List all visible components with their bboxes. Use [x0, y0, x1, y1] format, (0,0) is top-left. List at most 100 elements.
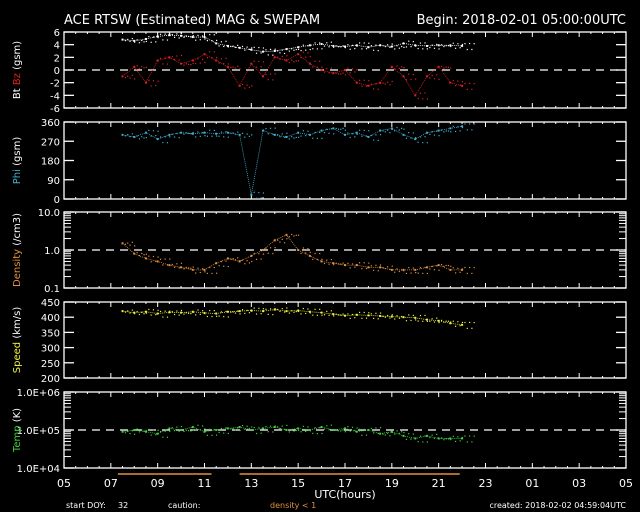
data-point: [417, 441, 419, 443]
data-point: [197, 34, 199, 36]
data-point: [164, 33, 166, 35]
data-point: [173, 136, 176, 138]
data-point: [379, 427, 382, 429]
data-point: [191, 59, 194, 62]
data-point: [408, 267, 410, 269]
data-point: [405, 79, 408, 81]
start-doy: 32: [118, 501, 128, 510]
data-point: [156, 138, 159, 141]
data-point: [291, 429, 293, 431]
data-point: [127, 242, 129, 244]
data-point: [255, 432, 258, 435]
data-point: [293, 235, 295, 237]
data-point: [426, 142, 428, 144]
data-point: [431, 265, 433, 268]
data-point: [332, 429, 335, 431]
data-point: [269, 48, 272, 50]
data-point: [390, 430, 393, 433]
data-point: [213, 428, 215, 431]
data-point: [131, 241, 133, 243]
data-point: [195, 39, 197, 41]
data-point: [262, 192, 265, 194]
data-point: [355, 264, 358, 267]
data-point: [176, 132, 178, 135]
data-point: [389, 46, 391, 48]
x-tick-label: 03: [572, 477, 586, 490]
data-point: [354, 71, 356, 73]
data-point: [382, 82, 384, 84]
data-point: [152, 130, 155, 132]
data-point: [218, 431, 220, 434]
data-point: [384, 83, 386, 85]
data-point: [246, 84, 248, 86]
data-point: [283, 242, 286, 244]
data-point: [323, 262, 326, 265]
data-point: [209, 51, 211, 53]
data-point: [429, 77, 431, 79]
data-point: [239, 68, 241, 70]
data-point: [419, 314, 422, 317]
data-point: [150, 261, 152, 263]
data-point: [344, 74, 346, 76]
data-point: [356, 133, 358, 136]
data-point: [436, 74, 438, 76]
data-point: [349, 48, 351, 50]
data-point: [171, 311, 173, 313]
data-point: [156, 432, 159, 435]
data-point: [347, 313, 349, 315]
data-point: [330, 41, 332, 43]
data-point: [319, 42, 321, 44]
data-point: [342, 127, 344, 129]
data-point: [241, 83, 244, 86]
data-point: [204, 271, 206, 273]
data-point: [425, 75, 428, 78]
data-point: [253, 307, 255, 309]
data-point: [398, 270, 400, 273]
data-point: [206, 434, 208, 436]
y-tick-label: 270: [41, 137, 60, 148]
data-point: [138, 68, 141, 70]
data-point: [359, 311, 361, 313]
data-point: [180, 32, 183, 34]
data-point: [401, 45, 403, 48]
data-point: [171, 33, 173, 36]
data-point: [307, 130, 309, 132]
data-point: [269, 247, 272, 249]
data-point: [382, 130, 384, 132]
data-point: [293, 430, 295, 432]
data-point: [403, 128, 405, 130]
data-point: [314, 308, 316, 310]
data-point: [152, 36, 155, 38]
data-point: [220, 427, 223, 429]
x-tick-label: 07: [104, 477, 118, 490]
data-point: [272, 314, 274, 316]
data-point: [220, 260, 223, 263]
data-point: [220, 41, 223, 43]
data-point: [459, 47, 461, 49]
data-point: [168, 34, 171, 37]
panel-frame: [63, 301, 627, 379]
data-point: [295, 136, 297, 139]
data-point: [354, 136, 356, 138]
data-point: [365, 317, 368, 319]
data-point: [473, 321, 475, 324]
data-point: [454, 325, 457, 327]
data-point: [197, 131, 199, 133]
data-point: [344, 47, 346, 49]
data-point: [148, 36, 150, 38]
data-point: [410, 272, 412, 274]
data-point: [363, 129, 365, 131]
data-point: [216, 39, 218, 42]
x-tick-label: 11: [198, 477, 212, 490]
data-point: [410, 438, 412, 440]
data-point: [449, 437, 452, 440]
y-tick-label: 2: [54, 53, 60, 64]
data-point: [326, 310, 328, 312]
data-point: [422, 142, 424, 144]
data-point: [361, 268, 363, 270]
data-point: [138, 254, 141, 257]
data-point: [281, 308, 283, 310]
data-point: [178, 59, 180, 61]
data-point: [225, 40, 227, 42]
